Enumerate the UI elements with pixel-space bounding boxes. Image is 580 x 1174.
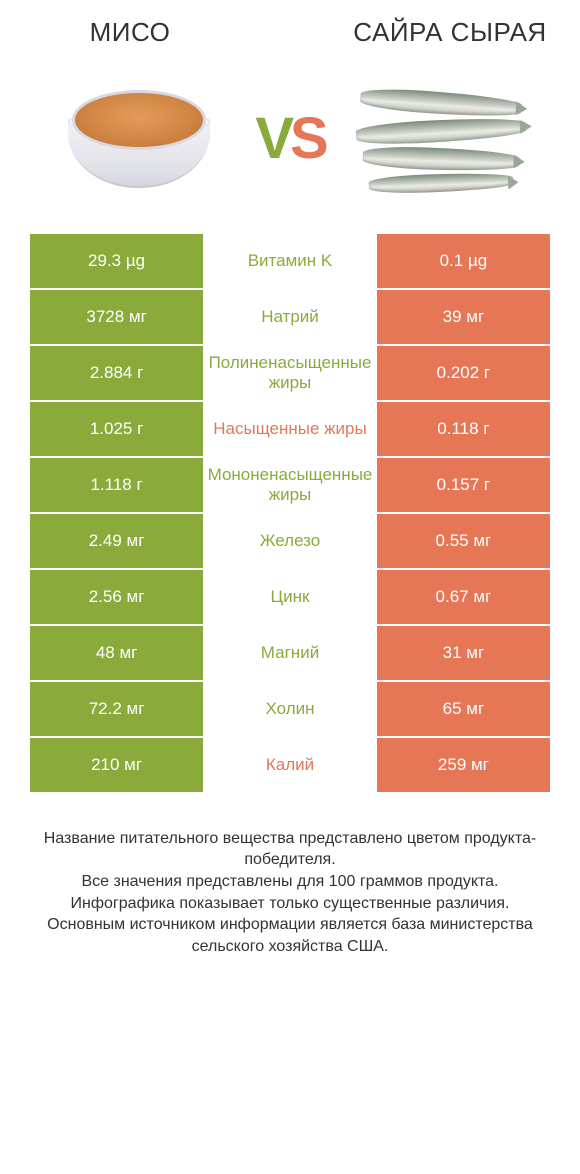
table-row: 2.56 мгЦинк0.67 мг bbox=[30, 570, 550, 626]
table-row: 210 мгКалий259 мг bbox=[30, 738, 550, 794]
footer-line: Основным источником информации является … bbox=[28, 914, 552, 957]
fish-pile-icon bbox=[356, 74, 526, 204]
left-value-cell: 1.118 г bbox=[30, 458, 203, 512]
left-value-cell: 72.2 мг bbox=[30, 682, 203, 736]
right-value-cell: 31 мг bbox=[377, 626, 550, 680]
table-row: 2.49 мгЖелезо0.55 мг bbox=[30, 514, 550, 570]
vs-s-letter: S bbox=[290, 106, 325, 171]
nutrient-name-cell: Железо bbox=[203, 514, 377, 568]
images-row: VS bbox=[0, 54, 580, 234]
right-value-cell: 0.202 г bbox=[377, 346, 550, 400]
left-value-cell: 3728 мг bbox=[30, 290, 203, 344]
left-product-image bbox=[30, 64, 247, 214]
nutrient-comparison-table: 29.3 µgВитамин K0.1 µg3728 мгНатрий39 мг… bbox=[0, 234, 580, 794]
left-value-cell: 210 мг bbox=[30, 738, 203, 792]
nutrient-name-cell: Натрий bbox=[203, 290, 377, 344]
left-product-title: МИСО bbox=[10, 18, 250, 48]
left-value-cell: 2.56 мг bbox=[30, 570, 203, 624]
footer-line: Инфографика показывает только существенн… bbox=[28, 893, 552, 915]
left-value-cell: 1.025 г bbox=[30, 402, 203, 456]
nutrient-name-cell: Калий bbox=[203, 738, 377, 792]
table-row: 29.3 µgВитамин K0.1 µg bbox=[30, 234, 550, 290]
table-row: 1.118 гМононенасыщенные жиры0.157 г bbox=[30, 458, 550, 514]
right-value-cell: 0.157 г bbox=[377, 458, 550, 512]
right-value-cell: 65 мг bbox=[377, 682, 550, 736]
vs-v-letter: V bbox=[255, 106, 290, 171]
table-row: 3728 мгНатрий39 мг bbox=[30, 290, 550, 346]
miso-bowl-icon bbox=[64, 84, 214, 194]
left-value-cell: 2.49 мг bbox=[30, 514, 203, 568]
nutrient-name-cell: Мононенасыщенные жиры bbox=[203, 458, 377, 512]
nutrient-name-cell: Насыщенные жиры bbox=[203, 402, 377, 456]
footer-line: Название питательного вещества представл… bbox=[28, 828, 552, 871]
right-value-cell: 39 мг bbox=[377, 290, 550, 344]
right-value-cell: 0.1 µg bbox=[377, 234, 550, 288]
table-row: 1.025 гНасыщенные жиры0.118 г bbox=[30, 402, 550, 458]
table-row: 2.884 гПолиненасыщенные жиры0.202 г bbox=[30, 346, 550, 402]
header: МИСО САЙРА СЫРАЯ bbox=[0, 0, 580, 54]
right-product-image bbox=[333, 64, 550, 214]
left-value-cell: 2.884 г bbox=[30, 346, 203, 400]
right-value-cell: 0.118 г bbox=[377, 402, 550, 456]
vs-label: VS bbox=[255, 105, 324, 172]
nutrient-name-cell: Полиненасыщенные жиры bbox=[203, 346, 377, 400]
nutrient-name-cell: Магний bbox=[203, 626, 377, 680]
nutrient-name-cell: Холин bbox=[203, 682, 377, 736]
right-value-cell: 0.55 мг bbox=[377, 514, 550, 568]
footer-line: Все значения представлены для 100 граммо… bbox=[28, 871, 552, 893]
left-value-cell: 29.3 µg bbox=[30, 234, 203, 288]
footer-notes: Название питательного вещества представл… bbox=[0, 794, 580, 958]
right-product-title: САЙРА СЫРАЯ bbox=[330, 18, 570, 48]
table-row: 48 мгМагний31 мг bbox=[30, 626, 550, 682]
nutrient-name-cell: Витамин K bbox=[203, 234, 377, 288]
table-row: 72.2 мгХолин65 мг bbox=[30, 682, 550, 738]
left-value-cell: 48 мг bbox=[30, 626, 203, 680]
nutrient-name-cell: Цинк bbox=[203, 570, 377, 624]
right-value-cell: 259 мг bbox=[377, 738, 550, 792]
right-value-cell: 0.67 мг bbox=[377, 570, 550, 624]
